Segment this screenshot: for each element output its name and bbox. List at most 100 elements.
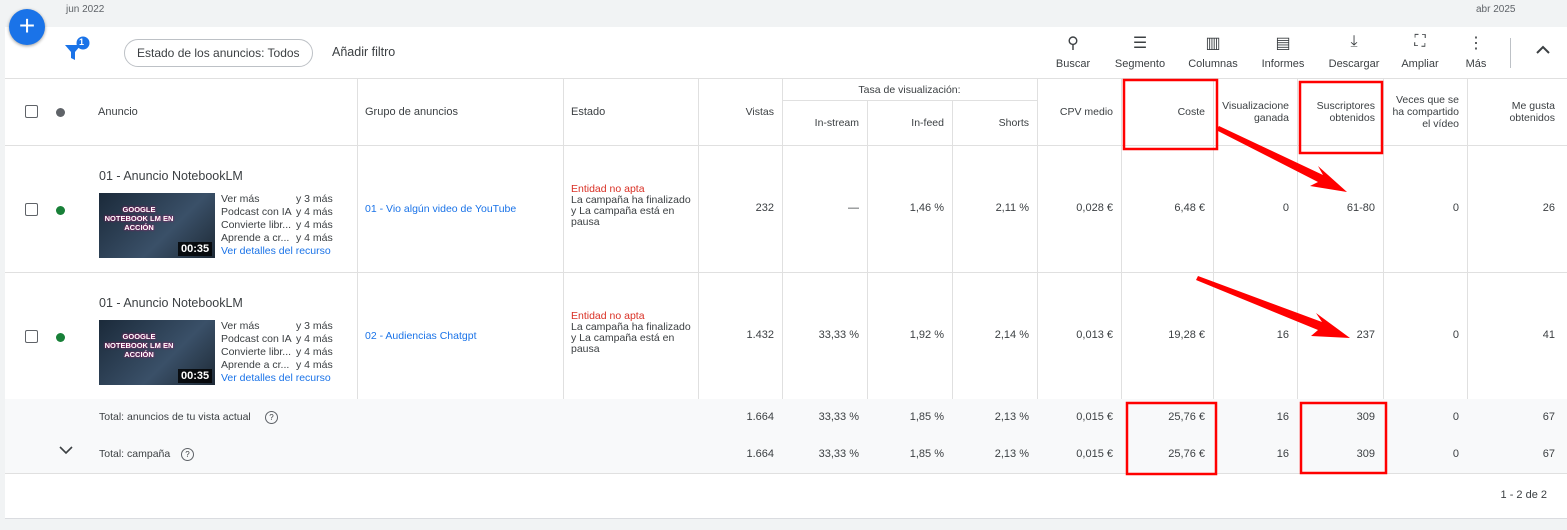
- metric-cell: 67: [1542, 411, 1555, 423]
- tool-label[interactable]: Columnas: [1188, 58, 1238, 70]
- status-dot: [56, 108, 65, 117]
- metric-cell: 0: [1452, 411, 1459, 423]
- header-text[interactable]: Suscriptores obtenidos: [1316, 99, 1375, 124]
- tool-label[interactable]: Buscar: [1055, 58, 1091, 70]
- column-header[interactable]: Vistas: [698, 78, 774, 145]
- column-header[interactable]: Coste: [1121, 78, 1205, 145]
- thumbnail-text: GOOGLE NOTEBOOK LM EN ACCIÓN: [104, 332, 174, 359]
- row-divider: [5, 473, 1567, 474]
- ad-name[interactable]: 01 - Anuncio NotebookLM: [99, 296, 243, 310]
- header-text[interactable]: Visualizacione ganada: [1222, 99, 1289, 124]
- metric-cell: 61-80: [1346, 202, 1375, 214]
- totals-bg: [5, 399, 1567, 473]
- tool-label[interactable]: Descargar: [1328, 58, 1380, 70]
- column-header[interactable]: Veces que se ha compartido el vídeo: [1383, 78, 1459, 145]
- column-divider: [698, 78, 699, 473]
- expand-icon[interactable]: [58, 444, 74, 459]
- checkbox[interactable]: [25, 105, 38, 118]
- metric-cell: 0,015 €: [1076, 448, 1113, 460]
- row-divider: [5, 145, 1567, 146]
- status-detail: La campaña ha finalizado y La campaña es…: [571, 194, 691, 228]
- metric-cell: 0: [1452, 329, 1459, 341]
- column-header[interactable]: Anuncio: [98, 106, 138, 118]
- metric-cell: —: [848, 202, 859, 214]
- separator: [1510, 38, 1511, 68]
- tool-icon[interactable]: ⚲: [1067, 35, 1079, 52]
- metric-cell: 33,33 %: [818, 329, 859, 341]
- header-text[interactable]: Veces que se ha compartido el vídeo: [1392, 93, 1459, 130]
- column-header[interactable]: In-feed: [911, 117, 944, 129]
- tool-icon[interactable]: ⤓: [1350, 33, 1358, 50]
- column-divider: [867, 100, 868, 473]
- column-header[interactable]: Suscriptores obtenidos: [1297, 78, 1375, 145]
- column-header[interactable]: Me gusta obtenidos: [1467, 78, 1555, 145]
- asset-text: Podcast con IA: [221, 333, 292, 345]
- tool-icon[interactable]: ▤: [1275, 35, 1291, 52]
- tool-icon[interactable]: ⛶: [1414, 33, 1426, 50]
- column-divider: [357, 78, 358, 473]
- header-text[interactable]: Coste: [1177, 105, 1205, 118]
- column-divider: [1467, 78, 1468, 473]
- filter-chip[interactable]: Estado de los anuncios: Todos: [124, 39, 313, 67]
- tool-icon[interactable]: ☰: [1132, 35, 1148, 52]
- details-link[interactable]: Ver detalles del recurso: [221, 372, 331, 384]
- metric-cell: 0,015 €: [1076, 411, 1113, 423]
- status-detail: La campaña ha finalizado y La campaña es…: [571, 321, 691, 355]
- column-header[interactable]: Visualizacione ganada: [1213, 78, 1289, 145]
- column-divider: [1297, 78, 1298, 473]
- metric-cell: 1.664: [746, 411, 774, 423]
- column-header[interactable]: Estado: [571, 106, 606, 118]
- asset-text: Convierte libr...: [221, 346, 292, 358]
- metric-cell: 309: [1356, 411, 1375, 423]
- header-text[interactable]: Vistas: [745, 105, 774, 118]
- checkbox[interactable]: [25, 330, 38, 343]
- column-header[interactable]: CPV medio: [1037, 78, 1113, 145]
- metric-cell: 16: [1276, 411, 1289, 423]
- metric-cell: 1,85 %: [909, 411, 944, 423]
- ad-name[interactable]: 01 - Anuncio NotebookLM: [99, 169, 243, 183]
- asset-more: y 4 más: [296, 219, 333, 231]
- column-divider: [1121, 78, 1122, 473]
- tool-icon[interactable]: ⋮: [1468, 35, 1484, 52]
- details-link[interactable]: Ver detalles del recurso: [221, 245, 331, 257]
- asset-more: y 3 más: [296, 193, 333, 205]
- metric-cell: 1,46 %: [909, 202, 944, 214]
- status-dot: [56, 333, 65, 342]
- group-header: Tasa de visualización:: [858, 84, 961, 96]
- duration: 00:35: [178, 242, 213, 256]
- ad-group-link[interactable]: 02 - Audiencias Chatgpt: [365, 330, 477, 342]
- column-header[interactable]: Shorts: [998, 117, 1029, 129]
- tool-label[interactable]: Ampliar: [1401, 58, 1439, 70]
- tool-label[interactable]: Más: [1465, 58, 1487, 70]
- collapse-icon[interactable]: [1535, 44, 1551, 56]
- metric-cell: 25,76 €: [1168, 448, 1205, 460]
- metric-cell: 16: [1276, 329, 1289, 341]
- row-divider: [5, 272, 1567, 273]
- highlight-box: [1125, 401, 1218, 476]
- tool-label[interactable]: Informes: [1261, 58, 1305, 70]
- metric-cell: 309: [1356, 448, 1375, 460]
- metric-cell: 19,28 €: [1168, 329, 1205, 341]
- column-divider: [952, 100, 953, 473]
- header-text[interactable]: CPV medio: [1059, 105, 1113, 118]
- metric-cell: 67: [1542, 448, 1555, 460]
- header-text[interactable]: Me gusta obtenidos: [1509, 99, 1555, 124]
- filter-icon[interactable]: [62, 36, 92, 64]
- column-header[interactable]: In-stream: [814, 117, 859, 129]
- tool-label[interactable]: Segmento: [1114, 58, 1166, 70]
- arrow: [1216, 126, 1347, 192]
- asset-more: y 4 más: [296, 206, 333, 218]
- help-icon[interactable]: ?: [181, 448, 194, 461]
- add-filter[interactable]: Añadir filtro: [332, 45, 396, 59]
- help-icon[interactable]: ?: [265, 411, 278, 424]
- metric-cell: 0: [1282, 202, 1289, 214]
- column-divider: [563, 78, 564, 473]
- tool-icon[interactable]: ▥: [1205, 35, 1221, 52]
- pagination: 1 - 2 de 2: [1500, 489, 1547, 501]
- column-header[interactable]: Grupo de anuncios: [365, 106, 458, 118]
- checkbox[interactable]: [25, 203, 38, 216]
- asset-more: y 4 más: [296, 359, 333, 371]
- create-button[interactable]: +: [9, 9, 45, 45]
- ad-group-link[interactable]: 01 - Vio algún video de YouTube: [365, 203, 517, 215]
- metric-cell: 0,013 €: [1076, 329, 1113, 341]
